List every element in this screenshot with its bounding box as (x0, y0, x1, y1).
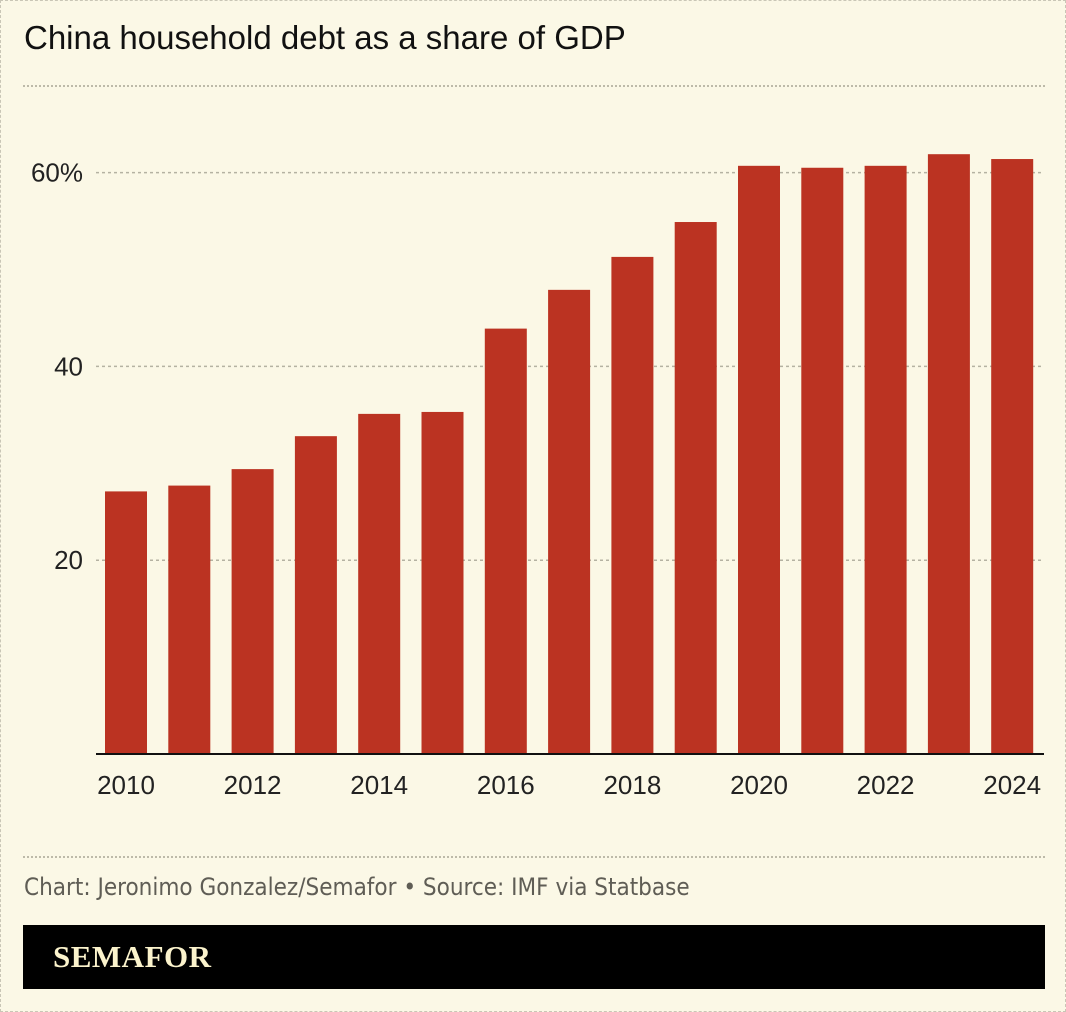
x-tick-label: 2012 (224, 770, 282, 800)
x-tick-label: 2014 (350, 770, 408, 800)
bar-2020 (738, 165, 780, 754)
x-tick-label: 2020 (730, 770, 788, 800)
bar-2014 (358, 413, 401, 754)
x-axis-ticks: 2010 2012 2014 2016 2018 2020 2022 2024 (97, 770, 1041, 800)
x-tick-label: 2024 (983, 770, 1041, 800)
brand-bar: SEMAFOR (23, 925, 1045, 989)
bar-2021 (801, 167, 844, 754)
bar-2013 (294, 436, 337, 754)
bar-2024 (991, 159, 1034, 754)
x-tick-label: 2016 (477, 770, 535, 800)
bottom-divider (23, 856, 1045, 858)
bar-2019 (674, 222, 717, 755)
x-tick-label: 2022 (857, 770, 915, 800)
bar-2016 (484, 328, 527, 754)
bars (105, 154, 1034, 755)
chart-credit: Chart: Jeronimo Gonzalez/Semafor • Sourc… (24, 873, 690, 901)
bar-2015 (421, 411, 464, 754)
y-tick-label: 40 (54, 351, 83, 381)
chart-title: China household debt as a share of GDP (24, 19, 626, 56)
y-axis-ticks: 20 40 60% (31, 158, 83, 576)
bar-2017 (548, 289, 591, 754)
bar-chart: 20 40 60% 2010 2012 2014 2016 2018 2020 2022 2024 (31, 154, 1044, 800)
bar-2011 (168, 485, 211, 754)
y-tick-label: 20 (54, 545, 83, 575)
top-divider (23, 85, 1045, 87)
x-tick-label: 2018 (603, 770, 661, 800)
x-tick-label: 2010 (97, 770, 155, 800)
bar-2018 (611, 256, 654, 754)
bar-2022 (864, 165, 907, 754)
bar-2012 (231, 469, 274, 754)
bar-2010 (105, 491, 147, 754)
semafor-logo: SEMAFOR (53, 939, 212, 974)
bar-2023 (927, 154, 970, 755)
y-tick-label: 60% (31, 158, 83, 188)
